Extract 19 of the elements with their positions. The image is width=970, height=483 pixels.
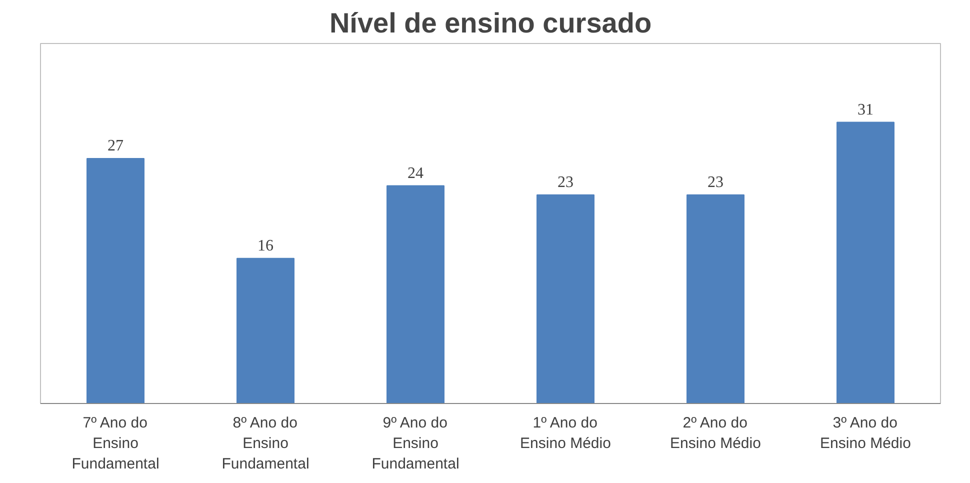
data-label: 24 <box>408 164 424 182</box>
data-label: 16 <box>258 237 274 254</box>
x-tick-label: 2º Ano do Ensino Médio <box>670 414 761 452</box>
x-tick-label: 3º Ano do Ensino Médio <box>820 414 911 452</box>
bar <box>236 258 294 404</box>
bar <box>386 185 444 404</box>
bar <box>86 158 144 404</box>
bar <box>536 194 594 404</box>
data-label: 23 <box>708 174 724 191</box>
bar <box>836 122 894 404</box>
chart-title: Nível de ensino cursado <box>329 8 652 38</box>
x-tick-label: 8º Ano do Ensino Fundamental <box>222 414 310 472</box>
data-label: 31 <box>858 101 874 118</box>
data-label: 27 <box>108 138 124 155</box>
x-tick-label: 1º Ano do Ensino Médio <box>520 414 611 452</box>
bar <box>686 194 744 404</box>
x-tick-label: 7º Ano do Ensino Fundamental <box>72 414 160 472</box>
data-label: 23 <box>558 174 574 191</box>
x-tick-label: 9º Ano do Ensino Fundamental <box>372 414 460 472</box>
